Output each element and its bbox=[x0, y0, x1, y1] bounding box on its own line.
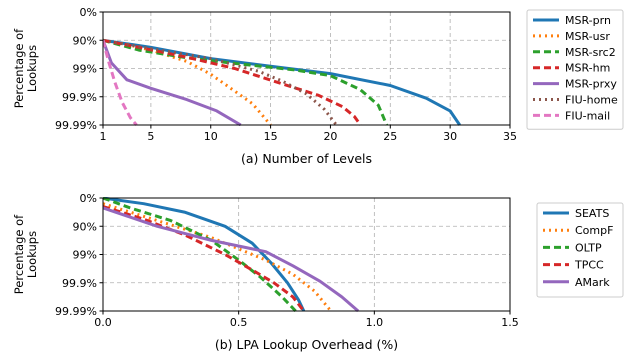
legend-label: AMark bbox=[575, 276, 610, 289]
panel-a: 1 5 10 15 20 25 30 350%90%99%99.9%99.99%Percent… bbox=[12, 6, 624, 166]
x-tick-label: 20 bbox=[323, 130, 337, 143]
y-tick-label: 99% bbox=[73, 63, 97, 76]
x-tick-label: 35 bbox=[503, 130, 517, 143]
x-tick-label: 15 bbox=[264, 130, 278, 143]
legend-label: MSR-prn bbox=[565, 14, 611, 27]
series-line-tpcc bbox=[103, 205, 305, 312]
y-axis-label-line1: Percentage of bbox=[12, 28, 26, 108]
series-line-msr-prxy bbox=[103, 39, 242, 126]
y-tick-label: 99.9% bbox=[62, 91, 97, 104]
legend-label: MSR-prxy bbox=[565, 78, 617, 91]
chart-caption: (b) LPA Lookup Overhead (%) bbox=[215, 337, 398, 352]
series-group bbox=[103, 38, 461, 126]
legend-label: MSR-hm bbox=[565, 62, 610, 75]
legend: MSR-prn MSR-usr MSR-src2 MSR-hm MSR-prxy FIU-… bbox=[526, 9, 624, 130]
y-tick-label: 0% bbox=[80, 192, 97, 205]
x-tick-label: 0.5 bbox=[230, 316, 248, 329]
y-axis-label-line2: Lookups bbox=[25, 45, 39, 92]
legend: SEATS CompF OLTP TPCC AMark bbox=[536, 202, 624, 298]
y-axis-label-line2: Lookups bbox=[25, 231, 39, 278]
y-tick-label: 0% bbox=[80, 6, 97, 19]
series-line-oltp bbox=[103, 197, 297, 312]
y-axis-label-line1: Percentage of bbox=[12, 214, 26, 294]
legend-label: SEATS bbox=[575, 207, 609, 220]
y-tick-label: 90% bbox=[73, 34, 97, 47]
series-line-msr-hm bbox=[103, 38, 362, 126]
y-axis-label: Percentage ofLookups bbox=[12, 28, 39, 108]
x-tick-label: 25 bbox=[383, 130, 397, 143]
y-tick-label: 99% bbox=[73, 249, 97, 262]
series-line-msr-src2 bbox=[103, 38, 389, 126]
series-line-msr-prn bbox=[103, 38, 461, 126]
y-axis-label: Percentage ofLookups bbox=[12, 214, 39, 294]
x-tick-label: 1.5 bbox=[501, 316, 519, 329]
x-tick-label: 5 bbox=[147, 130, 154, 143]
x-tick-label: 30 bbox=[443, 130, 457, 143]
legend-box bbox=[536, 202, 624, 298]
legend-label: FIU-home bbox=[565, 94, 618, 107]
series-line-amark bbox=[103, 206, 360, 312]
y-tick-label: 90% bbox=[73, 220, 97, 233]
y-tick-label: 99.9% bbox=[62, 277, 97, 290]
legend-label: MSR-usr bbox=[565, 30, 610, 43]
legend-label: MSR-src2 bbox=[565, 46, 616, 59]
legend-label: FIU-mail bbox=[565, 109, 610, 122]
series-group bbox=[103, 197, 360, 312]
series-line-seats bbox=[103, 197, 306, 312]
legend-label: CompF bbox=[575, 224, 613, 237]
x-tick-label: 1 bbox=[100, 130, 107, 143]
y-tick-label: 99.99% bbox=[55, 305, 97, 318]
legend-label: OLTP bbox=[575, 241, 602, 254]
legend-label: TPCC bbox=[574, 259, 604, 272]
chart-caption: (a) Number of Levels bbox=[241, 151, 372, 166]
x-tick-label: 10 bbox=[204, 130, 218, 143]
x-tick-label: 1.0 bbox=[366, 316, 384, 329]
panel-b: 0.0 0.5 1.0 1.5 0% 90% 99% 99.9% 99.99% Percentag… bbox=[12, 192, 624, 352]
x-tick-label: 0.0 bbox=[94, 316, 112, 329]
y-tick-label: 99.99% bbox=[55, 119, 97, 132]
